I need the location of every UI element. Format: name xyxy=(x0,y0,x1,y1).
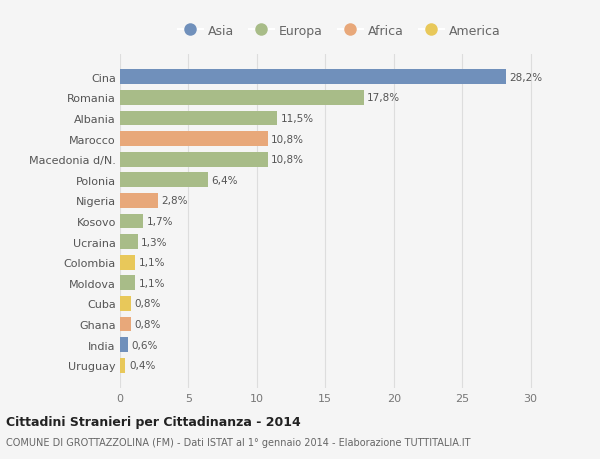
Text: 10,8%: 10,8% xyxy=(271,134,304,144)
Text: 10,8%: 10,8% xyxy=(271,155,304,165)
Bar xyxy=(120,173,208,188)
Text: 2,8%: 2,8% xyxy=(162,196,188,206)
Legend: Asia, Europa, Africa, America: Asia, Europa, Africa, America xyxy=(178,25,500,38)
Bar xyxy=(120,152,268,167)
Text: 0,6%: 0,6% xyxy=(131,340,158,350)
Text: 1,1%: 1,1% xyxy=(139,278,165,288)
Bar xyxy=(120,276,135,291)
Text: COMUNE DI GROTTAZZOLINA (FM) - Dati ISTAT al 1° gennaio 2014 - Elaborazione TUTT: COMUNE DI GROTTAZZOLINA (FM) - Dati ISTA… xyxy=(6,437,470,447)
Text: 17,8%: 17,8% xyxy=(367,93,400,103)
Bar xyxy=(120,337,128,352)
Bar xyxy=(120,194,158,208)
Bar xyxy=(120,358,125,373)
Bar xyxy=(120,235,138,249)
Bar xyxy=(120,255,135,270)
Text: 1,1%: 1,1% xyxy=(139,257,165,268)
Bar xyxy=(120,214,143,229)
Bar xyxy=(120,296,131,311)
Text: 0,8%: 0,8% xyxy=(134,299,161,308)
Bar xyxy=(120,112,277,126)
Bar xyxy=(120,91,364,106)
Text: 0,4%: 0,4% xyxy=(129,360,155,370)
Text: 11,5%: 11,5% xyxy=(281,114,314,123)
Text: 1,3%: 1,3% xyxy=(141,237,168,247)
Text: 0,8%: 0,8% xyxy=(134,319,161,329)
Bar xyxy=(120,70,506,85)
Bar xyxy=(120,132,268,147)
Text: 6,4%: 6,4% xyxy=(211,175,238,185)
Bar xyxy=(120,317,131,331)
Text: 28,2%: 28,2% xyxy=(509,73,542,83)
Text: 1,7%: 1,7% xyxy=(146,217,173,226)
Text: Cittadini Stranieri per Cittadinanza - 2014: Cittadini Stranieri per Cittadinanza - 2… xyxy=(6,415,301,428)
